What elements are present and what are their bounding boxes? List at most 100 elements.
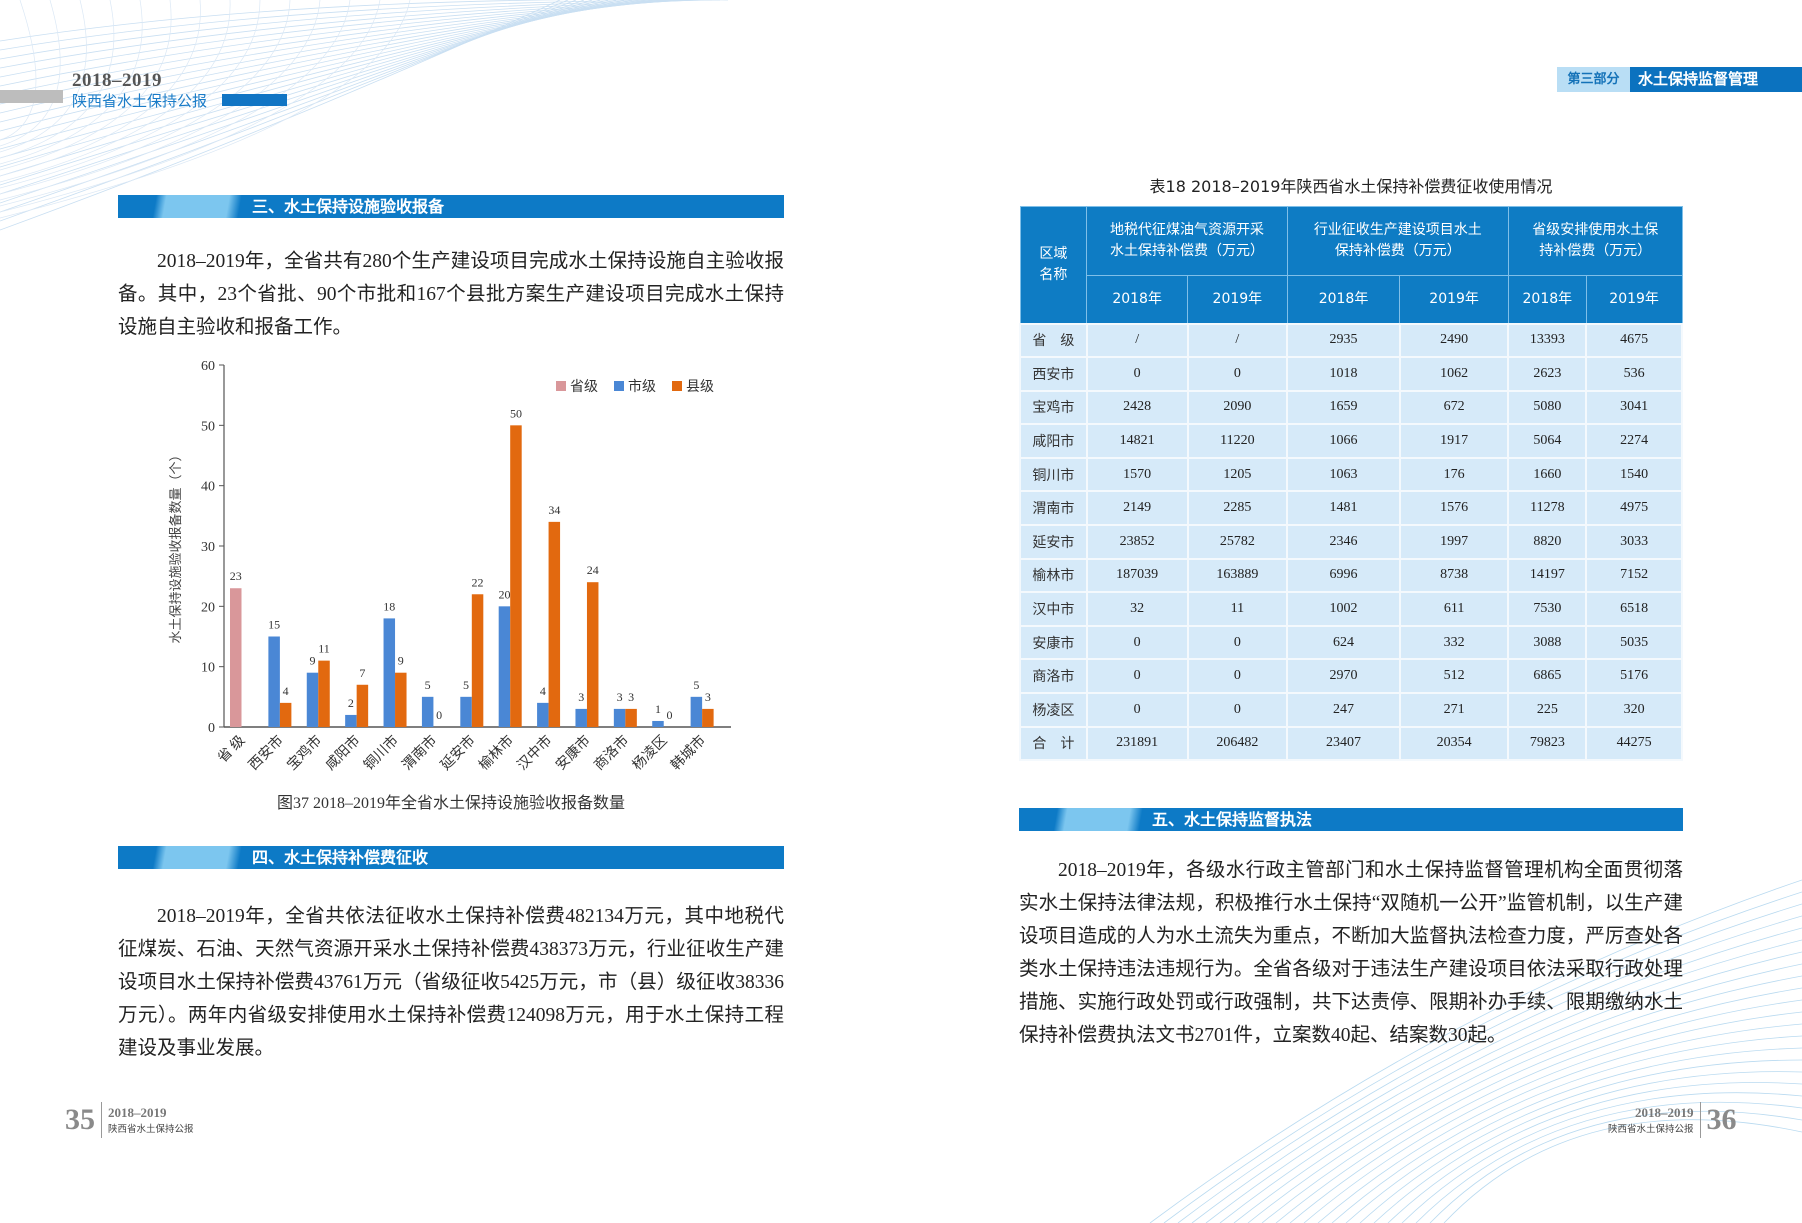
- bar-县级: [586, 582, 599, 727]
- value-cell: 4675: [1585, 322, 1683, 359]
- footer-title: 陕西省水土保持公报: [1608, 1124, 1694, 1135]
- data-label: 22: [472, 575, 484, 589]
- region-name-cell: 榆林市: [1019, 557, 1088, 594]
- wave-line: [0, 0, 713, 60]
- region-name-cell: 宝鸡市: [1019, 389, 1088, 426]
- value-cell: 2428: [1085, 389, 1189, 426]
- value-cell: 0: [1085, 624, 1189, 661]
- value-cell: /: [1186, 322, 1289, 359]
- value-cell: 1660: [1507, 456, 1588, 493]
- data-label: 2: [348, 696, 354, 710]
- y-tick-label: 30: [201, 540, 215, 555]
- header-blue-bar: [222, 94, 287, 106]
- table-row: 省 级 //2935 2490 13393 4675: [1019, 322, 1683, 359]
- value-cell: 0: [1186, 658, 1289, 695]
- data-label: 4: [540, 684, 546, 698]
- x-tick-label: 商洛市: [590, 732, 632, 774]
- table-row: 安康市 0 0 624 332 3088 5035: [1019, 624, 1683, 661]
- header-section-label: 水土保持监督管理: [1630, 67, 1802, 92]
- value-cell: 2490: [1398, 322, 1510, 359]
- value-cell: 2285: [1186, 490, 1289, 527]
- y-tick-label: 50: [201, 419, 215, 434]
- x-tick-label: 咸阳市: [322, 732, 364, 774]
- data-label: 5: [425, 678, 431, 692]
- data-label: 9: [310, 654, 316, 668]
- data-label: 11: [318, 642, 330, 656]
- table-row: 合 计 231891 206482 23407 20354 79823 44275: [1019, 725, 1683, 762]
- value-cell: 8820: [1507, 524, 1588, 560]
- header-gray-bar: [0, 90, 63, 103]
- wave-line: [0, 0, 649, 132]
- value-cell: 0: [1085, 692, 1189, 728]
- wave-line: [1401, 1092, 1802, 1223]
- region-name-cell: 渭南市: [1019, 490, 1088, 527]
- wave-line: [0, 0, 705, 69]
- value-cell: 2090: [1186, 389, 1289, 426]
- bar-县级: [356, 684, 369, 727]
- header-year: 2019年: [1399, 275, 1509, 324]
- bar-市级: [421, 696, 434, 727]
- y-axis-label: 水土保持设施验收报备数量（个）: [168, 448, 183, 643]
- header-part-label: 第三部分: [1557, 67, 1630, 92]
- header-year: 2019年: [1585, 275, 1683, 324]
- legend-label: 省级: [570, 379, 598, 395]
- x-tick-label: 榆林市: [475, 732, 517, 774]
- value-cell: 2970: [1286, 658, 1401, 695]
- value-cell: 1997: [1398, 524, 1510, 560]
- region-name-cell: 杨凌区: [1019, 692, 1088, 728]
- data-label: 50: [510, 406, 522, 420]
- region-name-cell: 汉中市: [1019, 591, 1088, 627]
- region-name-cell: 铜川市: [1019, 456, 1088, 493]
- footer-year: 2018–2019: [1635, 1105, 1694, 1120]
- value-cell: 1570: [1085, 456, 1189, 493]
- wave-line: [0, 0, 37, 141]
- value-cell: 32: [1085, 591, 1189, 627]
- data-label: 3: [617, 690, 623, 704]
- bar-县级: [279, 702, 292, 727]
- value-cell: 2149: [1085, 490, 1189, 527]
- section-4-paragraph: 2018–2019年，全省共依法征收水土保持补偿费482134万元，其中地税代征…: [118, 906, 784, 1059]
- table-row: 杨凌区 0 0 247 271 225 320: [1019, 692, 1683, 728]
- y-tick-label: 60: [201, 359, 215, 374]
- footer-right: 2018–2019 陕西省水土保持公报 36: [1608, 1102, 1737, 1138]
- data-label: 18: [383, 599, 395, 613]
- value-cell: 14821: [1085, 423, 1189, 459]
- value-cell: 11: [1186, 591, 1289, 627]
- region-name-cell: 合 计: [1019, 725, 1088, 762]
- wave-line: [0, 0, 728, 42]
- value-cell: 1002: [1286, 591, 1401, 627]
- value-cell: 1917: [1398, 423, 1510, 459]
- footer-title: 陕西省水土保持公报: [108, 1124, 194, 1135]
- value-cell: 225: [1507, 692, 1588, 728]
- value-cell: 176: [1398, 456, 1510, 493]
- value-cell: 1018: [1286, 356, 1401, 392]
- bar-市级: [460, 696, 472, 727]
- value-cell: 3041: [1585, 389, 1683, 426]
- value-cell: 1205: [1186, 456, 1289, 493]
- value-cell: 0: [1186, 692, 1289, 728]
- bar-市级: [268, 636, 280, 727]
- value-cell: 332: [1398, 624, 1510, 661]
- section-3-paragraph: 2018–2019年，全省共有280个生产建设项目完成水土保持设施自主验收报备。…: [118, 251, 784, 338]
- value-cell: /: [1085, 322, 1189, 359]
- value-cell: 231891: [1085, 725, 1189, 762]
- compensation-fee-table: 区域 名称 地税代征煤油气资源开采 水土保持补偿费（万元） 行业征收生产建设项目水土…: [1019, 206, 1683, 762]
- header-group-provincial: 省级安排使用水土保 持补偿费（万元）: [1507, 206, 1683, 276]
- value-cell: 79823: [1507, 725, 1588, 762]
- region-name-cell: 商洛市: [1019, 658, 1088, 695]
- bar-市级: [575, 708, 587, 727]
- header-year: 2018–2019: [72, 70, 162, 91]
- data-label: 24: [587, 563, 599, 577]
- header-year: 2019年: [1187, 275, 1288, 324]
- x-tick-label: 宝鸡市: [283, 732, 325, 774]
- x-tick-label: 西安市: [245, 732, 287, 774]
- value-cell: 23407: [1286, 725, 1401, 762]
- region-name-cell: 省 级: [1019, 322, 1088, 359]
- table-row: 铜川市 1570 1205 1063 176 1660 1540: [1019, 456, 1683, 493]
- x-tick-label: 延安市: [437, 732, 479, 774]
- value-cell: 1540: [1585, 456, 1683, 493]
- value-cell: 5035: [1585, 624, 1683, 661]
- bar-县级: [510, 425, 522, 727]
- data-label: 1: [655, 702, 661, 716]
- value-cell: 163889: [1186, 557, 1289, 594]
